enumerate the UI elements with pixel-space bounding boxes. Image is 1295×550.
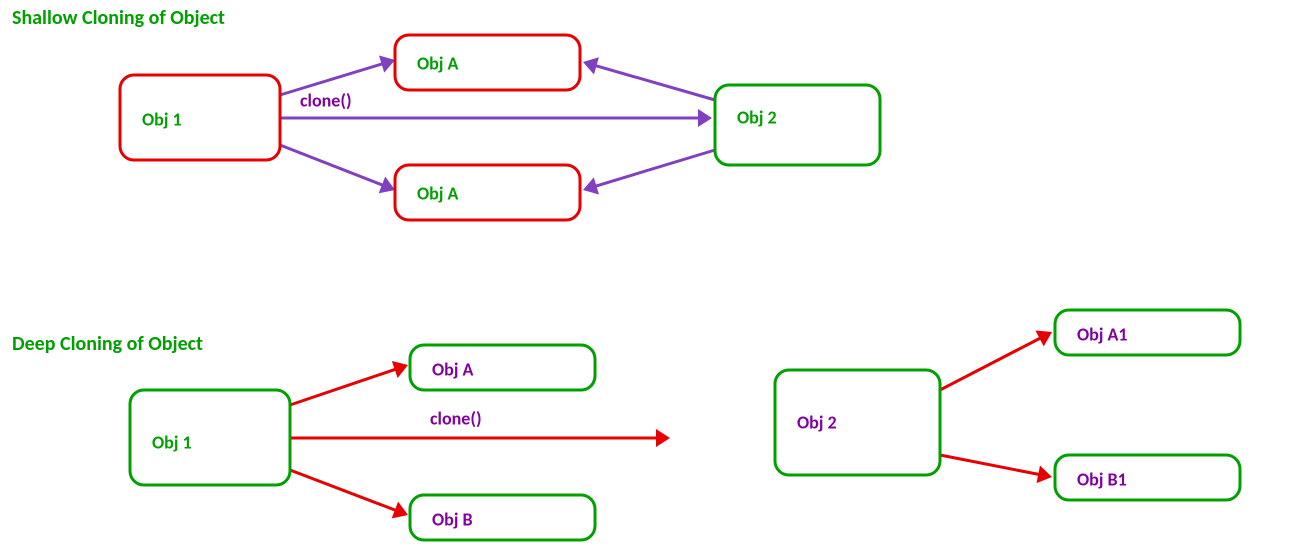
arrow-d_o1_a xyxy=(290,361,408,405)
arrow-s_o1_a2 xyxy=(280,145,395,193)
clone-label-deep: clone() xyxy=(430,407,482,429)
arrow-d_o2_a1 xyxy=(940,330,1052,390)
node-s_objA2: Obj A xyxy=(395,165,580,220)
node-s_obj2: Obj 2 xyxy=(715,85,880,165)
node-label-d_objA: Obj A xyxy=(432,358,473,380)
arrow-s_o1_o2 xyxy=(280,109,712,127)
clone-label-shallow: clone() xyxy=(300,89,352,111)
title-deep: Deep Cloning of Object xyxy=(12,332,203,356)
arrow-d_o2_b1 xyxy=(940,455,1052,483)
node-label-d_obj2: Obj 2 xyxy=(797,411,837,433)
arrow-s_o2_a2 xyxy=(583,150,715,195)
node-label-s_objA2: Obj A xyxy=(417,182,458,204)
node-label-d_objA1: Obj A1 xyxy=(1077,323,1128,345)
title-shallow: Shallow Cloning of Object xyxy=(12,6,225,30)
arrow-d_o1_o2 xyxy=(290,429,670,447)
node-label-d_objB1: Obj B1 xyxy=(1077,468,1127,490)
node-d_objB: Obj B xyxy=(410,495,595,540)
node-label-s_obj1: Obj 1 xyxy=(142,108,182,130)
node-d_objB1: Obj B1 xyxy=(1055,455,1240,500)
node-label-d_objB: Obj B xyxy=(432,508,473,530)
node-label-s_objA1: Obj A xyxy=(417,52,458,74)
arrow-s_o2_a1 xyxy=(583,57,715,100)
node-d_objA: Obj A xyxy=(410,345,595,390)
nodes-layer: Obj 1 Obj A Obj A Obj 2 Obj 1 Obj A Obj B Obj 2… xyxy=(120,35,1240,540)
node-d_obj1: Obj 1 xyxy=(130,390,290,485)
node-label-d_obj1: Obj 1 xyxy=(152,431,192,453)
arrow-d_o1_b xyxy=(290,470,408,518)
arrows-layer xyxy=(280,55,1052,518)
node-s_obj1: Obj 1 xyxy=(120,75,280,160)
node-d_objA1: Obj A1 xyxy=(1055,310,1240,355)
node-label-s_obj2: Obj 2 xyxy=(737,106,777,128)
node-s_objA1: Obj A xyxy=(395,35,580,90)
node-d_obj2: Obj 2 xyxy=(775,370,940,475)
